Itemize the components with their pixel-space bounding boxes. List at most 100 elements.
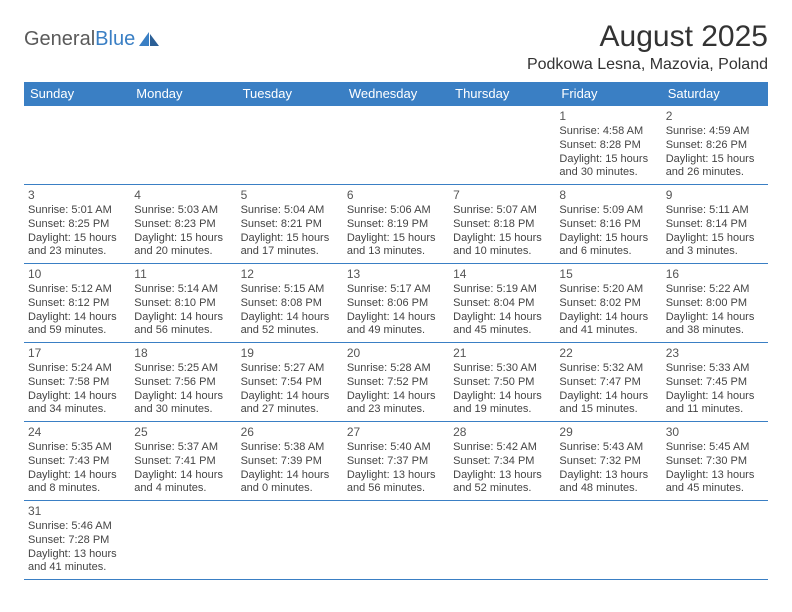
daylight-line: Daylight: 14 hours [241, 311, 339, 325]
sunset-line: Sunset: 8:00 PM [666, 297, 764, 311]
daylight-line: and 38 minutes. [666, 324, 764, 338]
calendar-cell: 18Sunrise: 5:25 AMSunset: 7:56 PMDayligh… [130, 343, 236, 422]
daylight-line: Daylight: 14 hours [453, 390, 551, 404]
sunset-line: Sunset: 7:50 PM [453, 376, 551, 390]
daylight-line: Daylight: 15 hours [347, 232, 445, 246]
location-text: Podkowa Lesna, Mazovia, Poland [527, 56, 768, 74]
daylight-line: and 13 minutes. [347, 245, 445, 259]
day-number: 2 [666, 109, 764, 124]
day-number: 21 [453, 346, 551, 361]
daylight-line: and 20 minutes. [134, 245, 232, 259]
sunrise-line: Sunrise: 5:46 AM [28, 520, 126, 534]
day-number: 24 [28, 425, 126, 440]
sunset-line: Sunset: 7:37 PM [347, 455, 445, 469]
day-number: 7 [453, 188, 551, 203]
sunrise-line: Sunrise: 5:11 AM [666, 204, 764, 218]
daylight-line: Daylight: 14 hours [666, 311, 764, 325]
sunset-line: Sunset: 8:10 PM [134, 297, 232, 311]
calendar-row: 1Sunrise: 4:58 AMSunset: 8:28 PMDaylight… [24, 106, 768, 185]
sunrise-line: Sunrise: 5:17 AM [347, 283, 445, 297]
day-number: 31 [28, 504, 126, 519]
day-number: 27 [347, 425, 445, 440]
calendar-cell: 14Sunrise: 5:19 AMSunset: 8:04 PMDayligh… [449, 264, 555, 343]
daylight-line: and 3 minutes. [666, 245, 764, 259]
calendar-cell: 5Sunrise: 5:04 AMSunset: 8:21 PMDaylight… [237, 185, 343, 264]
calendar-cell [343, 106, 449, 185]
day-number: 22 [559, 346, 657, 361]
daylight-line: and 56 minutes. [134, 324, 232, 338]
daylight-line: and 17 minutes. [241, 245, 339, 259]
day-number: 6 [347, 188, 445, 203]
sunset-line: Sunset: 8:26 PM [666, 139, 764, 153]
day-number: 10 [28, 267, 126, 282]
sunrise-line: Sunrise: 5:32 AM [559, 362, 657, 376]
daylight-line: and 49 minutes. [347, 324, 445, 338]
calendar-cell: 23Sunrise: 5:33 AMSunset: 7:45 PMDayligh… [662, 343, 768, 422]
daylight-line: and 26 minutes. [666, 166, 764, 180]
sunrise-line: Sunrise: 5:06 AM [347, 204, 445, 218]
sunrise-line: Sunrise: 5:37 AM [134, 441, 232, 455]
daylight-line: Daylight: 14 hours [241, 469, 339, 483]
day-header-row: Sunday Monday Tuesday Wednesday Thursday… [24, 82, 768, 106]
calendar-cell: 20Sunrise: 5:28 AMSunset: 7:52 PMDayligh… [343, 343, 449, 422]
sunset-line: Sunset: 8:08 PM [241, 297, 339, 311]
sunrise-line: Sunrise: 4:58 AM [559, 125, 657, 139]
sunrise-line: Sunrise: 5:28 AM [347, 362, 445, 376]
daylight-line: Daylight: 14 hours [28, 311, 126, 325]
sunrise-line: Sunrise: 5:25 AM [134, 362, 232, 376]
sunrise-line: Sunrise: 5:30 AM [453, 362, 551, 376]
calendar-cell [449, 501, 555, 580]
day-header: Thursday [449, 82, 555, 106]
sunset-line: Sunset: 8:12 PM [28, 297, 126, 311]
logo-word2: Blue [95, 28, 135, 51]
day-header: Sunday [24, 82, 130, 106]
sunset-line: Sunset: 8:21 PM [241, 218, 339, 232]
sunset-line: Sunset: 7:47 PM [559, 376, 657, 390]
calendar-row: 10Sunrise: 5:12 AMSunset: 8:12 PMDayligh… [24, 264, 768, 343]
sunrise-line: Sunrise: 5:45 AM [666, 441, 764, 455]
day-number: 15 [559, 267, 657, 282]
daylight-line: Daylight: 13 hours [559, 469, 657, 483]
daylight-line: and 19 minutes. [453, 403, 551, 417]
calendar-cell [24, 106, 130, 185]
daylight-line: and 10 minutes. [453, 245, 551, 259]
title-block: August 2025 Podkowa Lesna, Mazovia, Pola… [527, 20, 768, 74]
calendar-cell [449, 106, 555, 185]
sunset-line: Sunset: 8:16 PM [559, 218, 657, 232]
daylight-line: Daylight: 14 hours [559, 390, 657, 404]
sunrise-line: Sunrise: 5:03 AM [134, 204, 232, 218]
sunset-line: Sunset: 7:43 PM [28, 455, 126, 469]
daylight-line: Daylight: 15 hours [134, 232, 232, 246]
day-number: 28 [453, 425, 551, 440]
day-number: 4 [134, 188, 232, 203]
sunrise-line: Sunrise: 5:27 AM [241, 362, 339, 376]
sunrise-line: Sunrise: 5:14 AM [134, 283, 232, 297]
daylight-line: Daylight: 13 hours [453, 469, 551, 483]
day-number: 18 [134, 346, 232, 361]
daylight-line: Daylight: 14 hours [453, 311, 551, 325]
sunset-line: Sunset: 7:30 PM [666, 455, 764, 469]
daylight-line: and 59 minutes. [28, 324, 126, 338]
daylight-line: Daylight: 15 hours [559, 232, 657, 246]
sunrise-line: Sunrise: 5:07 AM [453, 204, 551, 218]
day-number: 29 [559, 425, 657, 440]
daylight-line: Daylight: 15 hours [28, 232, 126, 246]
sunset-line: Sunset: 8:04 PM [453, 297, 551, 311]
sunset-line: Sunset: 7:54 PM [241, 376, 339, 390]
calendar-cell [130, 501, 236, 580]
daylight-line: Daylight: 15 hours [666, 232, 764, 246]
day-header: Wednesday [343, 82, 449, 106]
day-number: 1 [559, 109, 657, 124]
day-header: Friday [555, 82, 661, 106]
day-number: 8 [559, 188, 657, 203]
sunset-line: Sunset: 7:52 PM [347, 376, 445, 390]
calendar-cell: 7Sunrise: 5:07 AMSunset: 8:18 PMDaylight… [449, 185, 555, 264]
day-number: 25 [134, 425, 232, 440]
daylight-line: Daylight: 14 hours [134, 311, 232, 325]
daylight-line: Daylight: 13 hours [347, 469, 445, 483]
day-number: 23 [666, 346, 764, 361]
calendar-table: Sunday Monday Tuesday Wednesday Thursday… [24, 82, 768, 580]
day-number: 3 [28, 188, 126, 203]
calendar-cell: 21Sunrise: 5:30 AMSunset: 7:50 PMDayligh… [449, 343, 555, 422]
sunset-line: Sunset: 8:19 PM [347, 218, 445, 232]
